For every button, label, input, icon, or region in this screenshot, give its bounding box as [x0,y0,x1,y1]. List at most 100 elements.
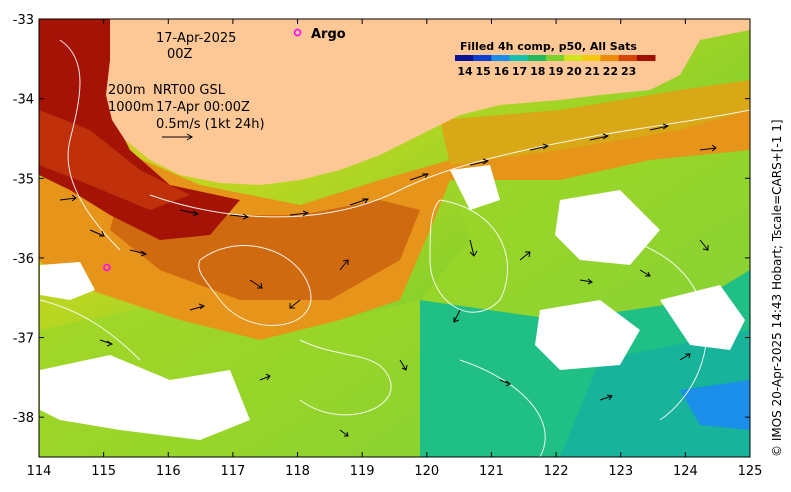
coastal-warm-east [440,80,750,165]
x-tick-label: 115 [91,464,116,479]
colorbar: 14 15 16 17 18 19 20 21 22 23 [455,55,656,78]
colorbar-segment [473,55,492,61]
y-tick-label: -33 [13,13,34,28]
scale-arrow [162,133,193,141]
colorbar-tick-label: 15 [476,65,491,78]
leeuwin-current [39,19,240,240]
argo-layer [103,28,302,272]
colorbar-tick-label: 23 [621,65,636,78]
colorbar-segment [564,55,583,61]
colorbar-title: Filled 4h comp, p50, All Sats [460,40,637,53]
colorbar-segment [600,55,620,61]
cloud-sw [40,355,250,440]
timestamp-label: 17-Apr 00:00Z [156,100,250,115]
vector [259,373,271,381]
vector [289,299,301,309]
colorbar-segment [582,55,601,61]
vector [679,353,691,361]
x-tick-label: 122 [544,464,569,479]
contours [39,39,750,457]
vector [453,309,461,323]
source-label: NRT00 GSL [153,83,226,98]
argo-float-marker [293,28,302,37]
x-tick-label: 120 [414,464,439,479]
colorbar-segment [545,55,565,61]
colorbar-segment [491,55,511,61]
leeuwin-edge [39,110,190,210]
title-time: 00Z [167,47,193,62]
cold-patch [680,380,750,430]
x-tick-label: 125 [738,464,763,479]
colorbar-segment [527,55,547,61]
vector [99,339,114,347]
vector [229,213,250,220]
colorbar-tick-label: 22 [603,65,618,78]
colorbar-tick-label: 21 [585,65,600,78]
y-tick-label: -38 [13,411,34,426]
contour-2 [149,109,750,218]
argo-float-marker [103,263,111,272]
x-tick-label: 124 [673,464,698,479]
colorbar-tick-label: 18 [530,65,545,78]
x-tick-label: 123 [608,464,633,479]
x-tick-label: 117 [220,464,245,479]
colorbar-tick-label: 20 [566,65,582,78]
vector [469,239,478,257]
x-tick-label: 121 [479,464,504,479]
y-tick-label: -34 [13,93,34,108]
vector [699,144,717,152]
y-tick-label: -35 [13,172,34,187]
vector [129,249,148,257]
colorbar-tick-label: 17 [512,65,527,78]
x-axis: 114 115 116 117 118 119 120 121 122 123 124 125 [27,19,763,479]
vector [409,173,429,181]
plot-frame [38,18,751,458]
colorbar-tick-label: 16 [494,65,510,78]
vector [639,269,651,277]
vector [529,143,550,151]
cloud-s [535,300,640,370]
argo-label: Argo [311,27,346,42]
depth-label-1: 200m [108,83,145,98]
vector-scale-label: 0.5m/s (1kt 24h) [156,117,265,132]
cloud-c [555,190,660,265]
current-vectors [59,123,717,437]
vector [89,229,105,237]
y-axis: -33 -34 -35 -36 -37 -38 [13,13,750,426]
y-tick-label: -37 [13,332,34,347]
title-date: 17-Apr-2025 [156,31,236,46]
vector [349,198,369,206]
x-tick-label: 119 [350,464,375,479]
cloud-w [40,262,95,300]
colorbar-tick-label: 14 [457,65,473,78]
vector [699,239,709,251]
colorbar-segment [636,55,656,61]
vector [499,379,511,387]
colorbar-segment [455,55,474,61]
credit-text: © IMOS 20-Apr-2025 14:43 Hobart; Tscale=… [770,119,784,457]
vector [339,259,349,271]
vector [249,279,263,289]
vector [649,123,670,131]
vector [339,429,349,437]
contour-5 [299,339,392,416]
x-tick-label: 118 [285,464,310,479]
vector [179,209,200,217]
vector [189,303,206,311]
contour-3 [198,245,312,326]
contour-6 [459,359,546,457]
vector [469,158,490,166]
colorbar-tick-label: 19 [548,65,563,78]
vector [579,278,593,285]
y-tick-label: -36 [13,252,34,267]
colorbar-segment [509,55,529,61]
sst-field [39,19,750,457]
contour-8 [39,299,141,361]
contour-7 [559,229,707,421]
vector [599,394,613,401]
cloud-n [450,165,500,210]
vector [519,251,531,261]
x-tick-label: 116 [156,464,181,479]
x-tick-label: 114 [27,464,52,479]
